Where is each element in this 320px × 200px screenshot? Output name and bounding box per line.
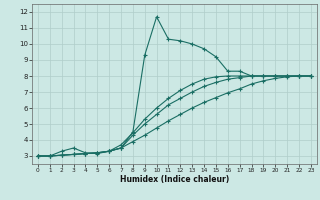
- X-axis label: Humidex (Indice chaleur): Humidex (Indice chaleur): [120, 175, 229, 184]
